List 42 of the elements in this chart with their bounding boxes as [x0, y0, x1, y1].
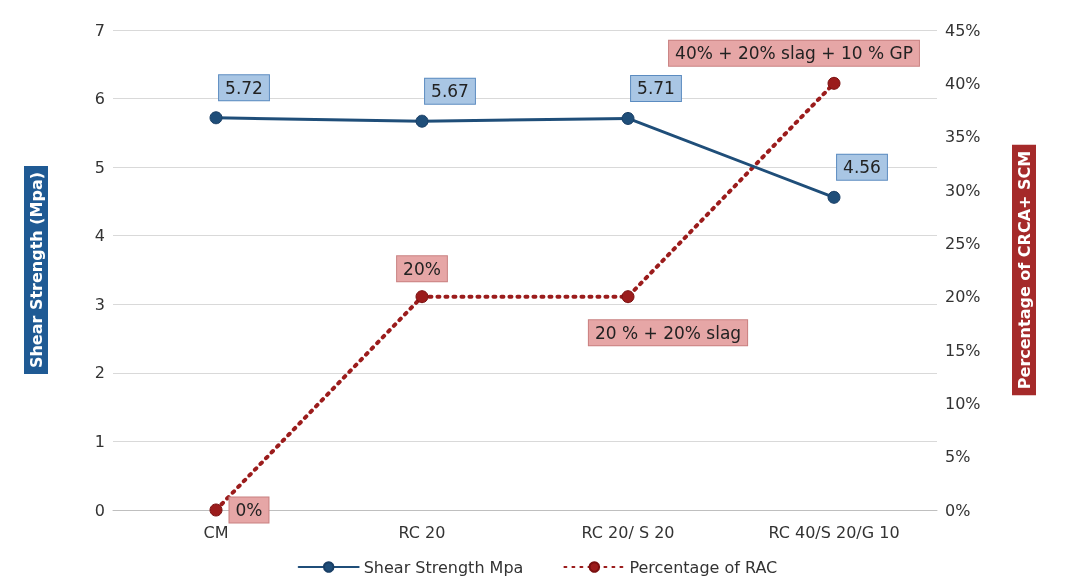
y2-tick-label: 35%	[945, 127, 981, 147]
y-tick-label: 5	[94, 157, 105, 177]
y2-tick-label: 30%	[945, 180, 981, 200]
x-tick-label: RC 20/ S 20	[581, 522, 675, 542]
y2-tick-label: 5%	[945, 447, 971, 467]
x-tick-label: RC 40/S 20/G 10	[768, 522, 900, 542]
y-axis-title: Shear Strength (Mpa)	[26, 171, 46, 369]
data-label: 0%	[235, 500, 263, 520]
point	[415, 290, 429, 304]
x-tick-label: CM	[203, 522, 229, 542]
data-label: 20%	[403, 258, 441, 279]
point	[827, 190, 841, 204]
point	[415, 114, 429, 128]
data-label: 20 % + 20% slag	[594, 322, 742, 343]
data-label: 5.67	[431, 81, 469, 102]
y-tick-label: 1	[94, 431, 105, 451]
y2-axis-title: Percentage of CRCA+ SCM	[1014, 150, 1034, 390]
point	[209, 111, 223, 125]
legend-label: Shear Strength Mpa	[363, 557, 524, 577]
y2-tick-label: 20%	[945, 287, 981, 307]
y2-tick-label: 25%	[945, 233, 981, 253]
point	[209, 503, 223, 517]
y-tick-label: 7	[94, 20, 105, 40]
data-label: 4.56	[843, 157, 881, 178]
y-tick-label: 6	[94, 89, 105, 109]
y2-tick-label: 45%	[945, 20, 981, 40]
y2-tick-label: 15%	[945, 340, 981, 360]
point	[621, 111, 635, 125]
y-tick-label: 0	[94, 500, 105, 520]
y2-tick-label: 40%	[945, 73, 981, 93]
data-label: 40% + 20% slag + 10 % GP	[675, 43, 913, 64]
point	[827, 76, 841, 90]
y2-tick-label: 0%	[945, 500, 971, 520]
data-label: 5.72	[225, 77, 263, 98]
data-label: 5.71	[637, 78, 675, 99]
y-tick-label: 2	[94, 363, 105, 383]
legend-label: Percentage of RAC	[629, 557, 778, 577]
point	[621, 290, 635, 304]
y-tick-label: 3	[94, 294, 105, 314]
y2-tick-label: 10%	[945, 393, 981, 413]
x-tick-label: RC 20	[398, 522, 446, 542]
y-tick-label: 4	[94, 226, 105, 246]
